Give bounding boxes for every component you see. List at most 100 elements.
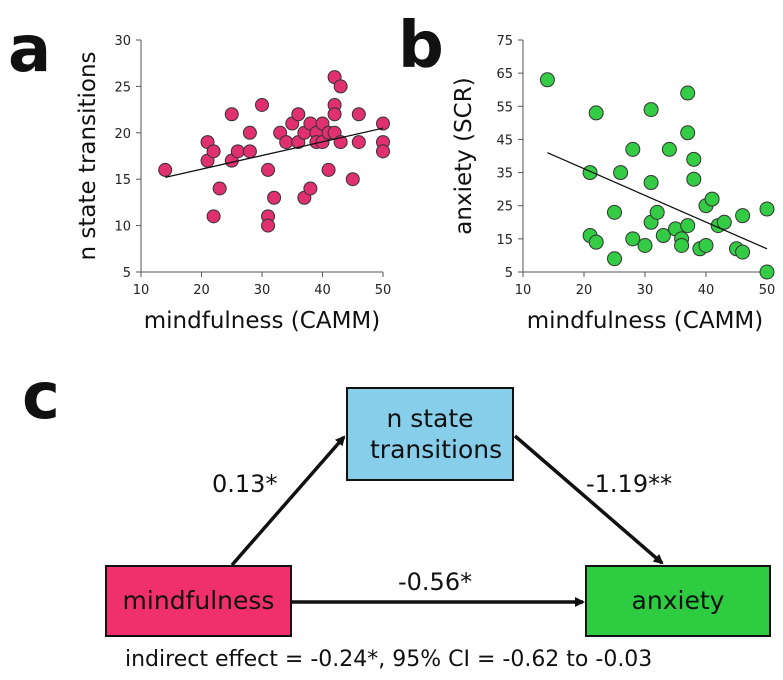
arrow-mediator-to-outcome [513,434,664,565]
data-point [643,175,659,191]
data-point [376,116,390,131]
path-b-coefficient: -1.19** [586,470,673,498]
trend-line [547,152,768,250]
data-point [230,144,245,159]
data-point [680,85,696,101]
data-point [649,204,665,220]
data-point [607,251,622,267]
data-point [704,191,720,207]
data-point [279,135,294,150]
data-point [539,72,555,88]
y-tick-label: 20 [114,127,131,142]
y-tick-label: 55 [496,100,513,115]
data-point [735,244,751,260]
data-point [242,144,257,159]
x-axis-label: mindfulness (CAMM) [144,308,380,334]
x-tick-label: 50 [759,283,776,298]
data-point [759,201,775,217]
data-point [686,151,702,167]
panel-label-a: a [8,13,52,87]
outcome-box: anxiety [585,565,771,637]
data-point [674,237,690,253]
data-point [261,218,276,233]
data-point [303,181,318,196]
y-tick-label: 5 [505,266,513,281]
y-tick-label: 15 [496,233,513,248]
x-tick-label: 30 [637,283,654,298]
data-point [735,208,751,224]
y-tick-label: 25 [496,200,513,215]
data-point [698,237,714,253]
x-tick-label: 10 [515,283,532,298]
path-c-coefficient: -0.56* [398,568,473,596]
mediator-box: n state transitions [346,387,514,481]
x-tick-label: 40 [698,283,715,298]
data-point [261,162,276,177]
x-tick-label: 10 [133,283,150,298]
data-point [643,102,659,118]
data-point [345,172,360,187]
predictor-label: mindfulness [122,586,275,616]
data-point [376,144,390,159]
panel-label-c: c [22,360,60,434]
data-point [351,107,366,122]
data-point [242,125,257,140]
data-point [224,107,239,122]
data-point [625,231,641,247]
outcome-label: anxiety [631,586,725,616]
data-point [206,209,221,224]
y-axis-label: anxiety (SCR) [451,77,477,234]
y-tick-label: 15 [114,173,131,188]
data-point [206,144,221,159]
predictor-box: mindfulness [105,565,292,637]
data-point [351,135,366,150]
data-point [321,162,336,177]
data-point [255,97,269,112]
data-point [588,105,604,121]
data-point [333,79,348,94]
y-axis-label: n state transitions [75,51,101,260]
data-point [582,165,598,181]
x-tick-label: 20 [193,283,210,298]
data-point [613,165,629,181]
y-tick-label: 10 [114,220,131,235]
data-point [716,214,732,230]
path-a-coefficient: 0.13* [212,470,278,498]
indirect-effect-text: indirect effect = -0.24*, 95% CI = -0.62… [125,647,653,672]
data-point [680,125,696,141]
data-point [759,264,775,280]
x-axis-label: mindfulness (CAMM) [527,308,763,334]
trend-line [165,127,384,178]
y-tick-label: 45 [496,133,513,148]
data-point [686,171,702,187]
data-point [655,228,671,244]
data-point [212,181,227,196]
y-tick-label: 75 [496,34,513,49]
arrow-predictor-to-mediator [230,435,346,567]
y-tick-label: 5 [123,266,131,281]
data-point [291,107,306,122]
y-tick-label: 65 [496,67,513,82]
chart-b: 10 20 30 40 50 5 15 25 35 45 55 65 75 mindfulness (CA… [451,34,775,334]
data-point [607,204,622,220]
data-point [680,218,696,234]
y-tick-label: 30 [114,34,131,49]
x-tick-label: 20 [576,283,593,298]
y-tick-label: 35 [496,167,513,182]
data-point [267,190,282,205]
y-tick-label: 25 [114,80,131,95]
data-point [588,234,604,250]
data-point [327,107,342,122]
data-point [158,162,173,177]
mediator-label: n state transitions [370,403,503,464]
x-tick-label: 40 [314,283,331,298]
data-point [661,141,677,157]
panel-label-b: b [398,9,444,83]
mediation-arrows [230,434,664,607]
data-point [637,237,653,253]
data-point [625,141,641,157]
x-tick-label: 30 [254,283,271,298]
x-tick-label: 50 [375,283,392,298]
